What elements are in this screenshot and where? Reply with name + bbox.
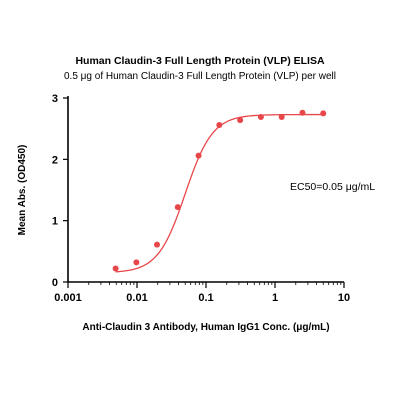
data-point	[237, 117, 244, 124]
data-point	[299, 109, 306, 116]
chart-subtitle: 0.5 μg of Human Claudin-3 Full Length Pr…	[64, 71, 336, 82]
x-axis-label: Anti-Claudin 3 Antibody, Human IgG1 Conc…	[82, 322, 329, 333]
fit-curve	[115, 113, 324, 273]
ec50-annotation: EC50=0.05 μg/mL	[290, 181, 375, 193]
x-tick-label: 1	[272, 292, 278, 304]
y-tick-label: 3	[52, 93, 58, 105]
plot-area: 0 1 2 3 0.001 0.01 0.1 1 10	[52, 93, 350, 304]
data-point	[112, 265, 119, 272]
data-point	[278, 114, 285, 121]
x-tick-label: 0.01	[126, 292, 147, 304]
x-tick-label: 10	[338, 292, 350, 304]
data-point	[257, 114, 264, 121]
data-point	[320, 110, 327, 117]
x-tick-label: 0.001	[54, 292, 82, 304]
x-tick-label: 0.1	[198, 292, 213, 304]
y-axis-label: Mean Abs. (OD450)	[17, 145, 28, 236]
y-tick-label: 0	[52, 277, 58, 289]
y-tick-label: 1	[52, 216, 58, 228]
chart-title: Human Claudin-3 Full Length Protein (VLP…	[75, 55, 325, 67]
data-point	[174, 204, 181, 211]
data-point	[195, 152, 202, 159]
y-tick-label: 2	[52, 154, 58, 166]
data-point	[216, 121, 223, 128]
data-point	[154, 241, 161, 248]
data-point	[133, 259, 140, 266]
